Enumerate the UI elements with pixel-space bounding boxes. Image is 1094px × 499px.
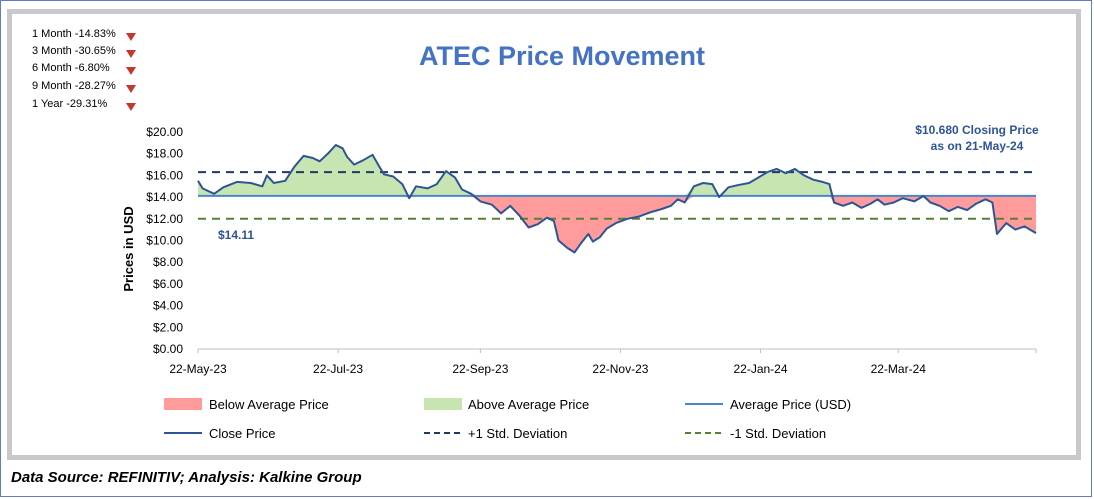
y-tick-label: $6.00 bbox=[153, 277, 183, 291]
deviation-fills bbox=[198, 145, 1036, 253]
down-arrow-icon bbox=[126, 103, 136, 111]
y-tick-label: $8.00 bbox=[153, 255, 183, 269]
x-tick-label: 22-Nov-23 bbox=[592, 362, 648, 376]
down-arrow-icon bbox=[126, 50, 136, 58]
legend-swatch-above-average bbox=[424, 398, 462, 410]
legend-minus-sd: -1 Std. Deviation bbox=[730, 426, 826, 441]
close-price-series bbox=[197, 144, 1037, 254]
chart-title: ATEC Price Movement bbox=[419, 41, 705, 71]
y-axis-ticks: $0.00 $2.00 $4.00 $6.00 $8.00 $10.00 $12.00 $14… bbox=[146, 125, 183, 356]
chart-frame: 1 Month -14.83% 3 Month -30.65% 6 Month … bbox=[7, 9, 1081, 460]
legend-average-price: Average Price (USD) bbox=[730, 397, 851, 412]
perf-9-month: 9 Month -28.27% bbox=[32, 80, 116, 92]
y-tick-label: $20.00 bbox=[146, 125, 183, 139]
y-tick-label: $0.00 bbox=[153, 342, 183, 356]
perf-6-month: 6 Month -6.80% bbox=[32, 62, 110, 74]
down-arrow-icon bbox=[126, 67, 136, 75]
below-average-area bbox=[198, 195, 1036, 253]
average-price-label: $14.11 bbox=[218, 228, 254, 242]
x-tick-label: 22-May-23 bbox=[169, 362, 227, 376]
close-price-line bbox=[197, 144, 1037, 254]
closing-price-annotation: $10.680 Closing Price bbox=[915, 123, 1039, 137]
x-tick-label: 22-Jul-23 bbox=[313, 362, 363, 376]
down-arrow-icon bbox=[126, 33, 136, 41]
down-arrow-icon bbox=[126, 85, 136, 93]
x-axis-ticks: 22-May-23 22-Jul-23 22-Sep-23 22-Nov-23 22-J… bbox=[169, 348, 1037, 376]
y-tick-label: $4.00 bbox=[153, 299, 183, 313]
y-axis-label: Prices in USD bbox=[121, 206, 136, 291]
x-tick-label: 22-Mar-24 bbox=[871, 362, 927, 376]
closing-date-annotation: as on 21-May-24 bbox=[931, 139, 1024, 153]
y-tick-label: $10.00 bbox=[146, 234, 183, 248]
legend-above-average: Above Average Price bbox=[468, 397, 589, 412]
y-tick-label: $14.00 bbox=[146, 190, 183, 204]
legend-swatch-below-average bbox=[164, 398, 202, 410]
y-tick-label: $16.00 bbox=[146, 168, 183, 182]
y-tick-label: $18.00 bbox=[146, 147, 183, 161]
legend: Below Average Price Above Average Price … bbox=[164, 397, 851, 441]
data-source-footer: Data Source: REFINITIV; Analysis: Kalkin… bbox=[11, 469, 362, 486]
perf-1-month: 1 Month -14.83% bbox=[32, 28, 116, 40]
perf-3-month: 3 Month -30.65% bbox=[32, 45, 116, 57]
reference-lines bbox=[198, 171, 1036, 220]
y-tick-label: $2.00 bbox=[153, 320, 183, 334]
perf-1-year: 1 Year -29.31% bbox=[32, 98, 108, 110]
legend-below-average: Below Average Price bbox=[209, 397, 329, 412]
y-tick-label: $12.00 bbox=[146, 212, 183, 226]
legend-plus-sd: +1 Std. Deviation bbox=[468, 426, 567, 441]
above-average-area bbox=[198, 145, 1036, 196]
legend-close-price: Close Price bbox=[209, 426, 275, 441]
x-tick-label: 22-Jan-24 bbox=[733, 362, 787, 376]
x-tick-label: 22-Sep-23 bbox=[452, 362, 508, 376]
